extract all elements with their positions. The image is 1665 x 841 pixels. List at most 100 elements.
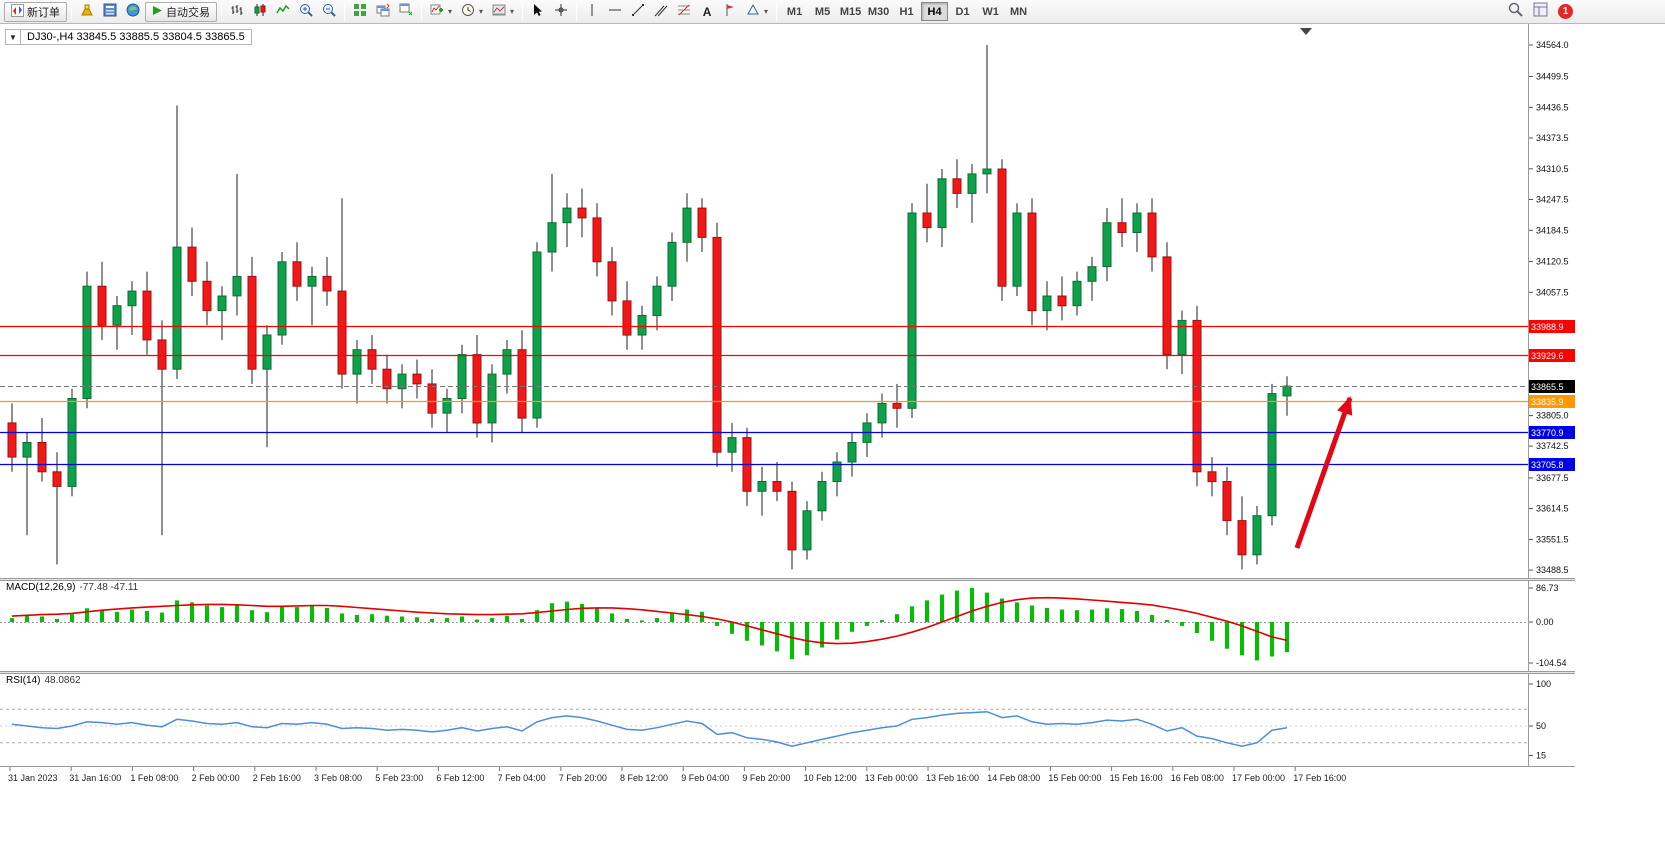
svg-text:17 Feb 00:00: 17 Feb 00:00 xyxy=(1232,773,1285,783)
bar-chart-icon xyxy=(230,3,244,20)
svg-text:33929.6: 33929.6 xyxy=(1531,351,1564,361)
toolbar-separator xyxy=(344,2,345,21)
svg-text:33614.5: 33614.5 xyxy=(1536,504,1569,514)
svg-text:2 Feb 00:00: 2 Feb 00:00 xyxy=(192,773,240,783)
timeframe-m30[interactable]: M30 xyxy=(867,5,890,18)
rsi-value: 48.0862 xyxy=(44,675,81,686)
periods-button[interactable]: ▾ xyxy=(457,2,487,22)
label-button[interactable] xyxy=(719,2,741,22)
templates-dropdown-icon[interactable]: ▾ xyxy=(510,6,515,16)
periods-dropdown-icon[interactable]: ▾ xyxy=(479,6,484,16)
svg-text:34184.5: 34184.5 xyxy=(1536,225,1569,235)
trendline-button[interactable] xyxy=(627,2,649,22)
panel-splitter[interactable] xyxy=(0,671,1575,674)
arrange-windows-button[interactable] xyxy=(395,2,417,22)
templates-icon xyxy=(492,3,506,20)
toolbar-separator xyxy=(576,2,578,21)
zoom-in-button[interactable] xyxy=(295,2,317,22)
indicators-button[interactable]: ▾ xyxy=(426,2,456,22)
notification-badge[interactable]: 1 xyxy=(1558,4,1573,19)
shapes-button[interactable]: ▾ xyxy=(742,2,772,22)
indicators-icon xyxy=(430,3,444,20)
level-lines[interactable]: 33988.9 33929.6 33865.5 33835.9 33770.9 33705… xyxy=(0,320,1575,471)
periods-icon xyxy=(461,3,475,20)
timeframe-m5[interactable]: M5 xyxy=(814,5,831,18)
line-chart-button[interactable] xyxy=(272,2,294,22)
rsi-name: RSI(14) xyxy=(6,675,41,686)
macd-name: MACD(12,26,9) xyxy=(6,582,76,593)
svg-text:-104.54: -104.54 xyxy=(1536,658,1567,668)
shapes-dropdown-icon[interactable]: ▾ xyxy=(764,6,769,16)
timeframe-h4[interactable]: H4 xyxy=(921,2,949,21)
search-icon[interactable] xyxy=(1508,2,1523,22)
layout-icon[interactable] xyxy=(1533,2,1548,22)
svg-text:6 Feb 12:00: 6 Feb 12:00 xyxy=(436,773,484,783)
rsi-indicator-label: RSI(14) 48.0862 xyxy=(6,675,81,686)
zoom-out-button[interactable] xyxy=(318,2,340,22)
svg-text:34436.5: 34436.5 xyxy=(1536,102,1569,112)
fibonacci-button[interactable] xyxy=(673,2,695,22)
crosshair-button[interactable] xyxy=(550,2,572,22)
templates-button[interactable]: ▾ xyxy=(488,2,518,22)
fibonacci-icon xyxy=(677,3,691,20)
auto-trading-label: 自动交易 xyxy=(166,6,210,19)
chart-shift-marker[interactable] xyxy=(1300,28,1312,35)
svg-text:7 Feb 20:00: 7 Feb 20:00 xyxy=(559,773,607,783)
svg-text:7 Feb 04:00: 7 Feb 04:00 xyxy=(498,773,546,783)
navigator-button[interactable] xyxy=(99,2,121,22)
indicators-dropdown-icon[interactable]: ▾ xyxy=(448,6,453,16)
timeframe-h1[interactable]: H1 xyxy=(899,5,914,18)
svg-text:33551.5: 33551.5 xyxy=(1536,534,1569,544)
svg-text:10 Feb 12:00: 10 Feb 12:00 xyxy=(804,773,857,783)
line-chart-icon xyxy=(276,3,290,20)
svg-text:13 Feb 00:00: 13 Feb 00:00 xyxy=(865,773,918,783)
rsi-panel: 100 50 15 xyxy=(0,679,1551,760)
text-button[interactable]: A xyxy=(696,2,718,22)
timeframe-m1[interactable]: M1 xyxy=(786,5,803,18)
svg-text:17 Feb 16:00: 17 Feb 16:00 xyxy=(1293,773,1346,783)
timeframe-w1[interactable]: W1 xyxy=(982,5,999,18)
timeframe-d1[interactable]: D1 xyxy=(955,5,970,18)
chart-region: 33988.9 33929.6 33865.5 33835.9 33770.9 33705… xyxy=(0,24,1665,841)
panel-splitter[interactable] xyxy=(0,578,1575,581)
market-watch-button[interactable] xyxy=(76,2,98,22)
svg-text:9 Feb 04:00: 9 Feb 04:00 xyxy=(681,773,729,783)
cascade-windows-button[interactable] xyxy=(372,2,394,22)
macd-signal-line xyxy=(11,596,1288,645)
toolbar-right-group: 1 xyxy=(1508,2,1573,22)
candlestick-chart-icon xyxy=(253,3,267,20)
cursor-icon xyxy=(532,3,544,20)
chart-canvas[interactable]: 33988.9 33929.6 33865.5 33835.9 33770.9 33705… xyxy=(0,24,1665,841)
bar-chart-button[interactable] xyxy=(226,2,248,22)
svg-text:34310.5: 34310.5 xyxy=(1536,164,1569,174)
timeframe-mn[interactable]: MN xyxy=(1010,5,1028,18)
svg-text:31 Jan 16:00: 31 Jan 16:00 xyxy=(69,773,121,783)
svg-text:33770.9: 33770.9 xyxy=(1531,428,1564,438)
candles-layer xyxy=(7,45,1292,570)
toolbar-separator xyxy=(522,2,524,21)
svg-text:15 Feb 16:00: 15 Feb 16:00 xyxy=(1110,773,1163,783)
time-axis[interactable]: 31 Jan 2023 31 Jan 16:00 1 Feb 08:00 2 Feb … xyxy=(0,766,1575,784)
trend-arrow[interactable] xyxy=(1294,396,1353,549)
cursor-button[interactable] xyxy=(527,2,549,22)
terminal-icon xyxy=(126,3,140,20)
terminal-button[interactable] xyxy=(122,2,144,22)
svg-text:8 Feb 12:00: 8 Feb 12:00 xyxy=(620,773,668,783)
vertical-line-button[interactable] xyxy=(581,2,603,22)
timeframe-m15[interactable]: M15 xyxy=(839,5,862,18)
chart-title-box: ▼ DJ30-,H4 33845.5 33885.5 33804.5 33865… xyxy=(5,29,252,45)
one-click-trading-toggle[interactable]: ▼ xyxy=(6,30,21,44)
candlestick-chart-button[interactable] xyxy=(249,2,271,22)
channel-button[interactable] xyxy=(650,2,672,22)
tile-windows-button[interactable] xyxy=(349,2,371,22)
auto-trading-icon xyxy=(152,5,163,19)
zoom-in-icon xyxy=(299,3,313,20)
price-axis[interactable]: 34564.0 34499.5 34436.5 34373.5 34310.5 34247… xyxy=(1528,24,1569,766)
auto-trading-button[interactable]: 自动交易 xyxy=(145,1,217,22)
horizontal-line-button[interactable] xyxy=(604,2,626,22)
svg-text:34373.5: 34373.5 xyxy=(1536,133,1569,143)
new-order-button[interactable]: 新订单 xyxy=(4,1,67,22)
arrange-windows-icon xyxy=(399,3,413,20)
svg-text:34057.5: 34057.5 xyxy=(1536,287,1569,297)
